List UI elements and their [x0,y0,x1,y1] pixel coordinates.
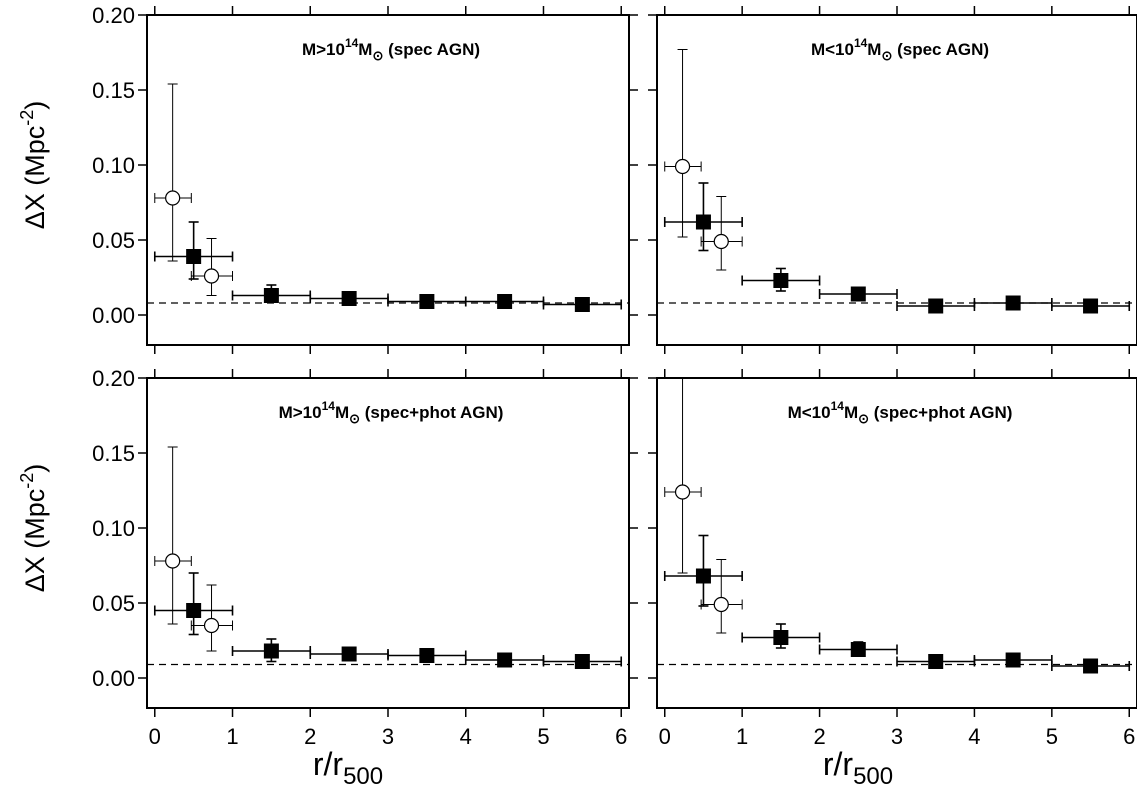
data-point-filled-square [419,294,435,309]
panel-label: M<1014M⊙ (spec+phot AGN) [788,399,1013,426]
data-point-filled-square [1005,652,1021,668]
x-tick-label: 1 [736,724,748,749]
x-tick-label: 2 [813,724,825,749]
data-point-filled-square [773,273,789,288]
data-point-open-circle [713,233,729,250]
data-point-filled-square [341,291,357,306]
data-point-open-circle [713,596,729,613]
y-tick-label: 0.10 [92,516,135,541]
y-tick-label: 0.15 [92,78,135,103]
x-tick-label: 4 [460,724,472,749]
x-tick-label: 2 [304,724,316,749]
y-axis-title-bottom: ΔX (Mpc-2) [17,464,50,593]
x-tick-label: 5 [537,724,549,749]
x-tick-label: 6 [1123,724,1135,749]
y-tick-label: 0.10 [92,153,135,178]
data-point-open-circle [165,553,181,569]
y-axis-title-top: ΔX (Mpc-2) [17,101,50,230]
data-point-filled-square [1083,658,1099,674]
data-point-filled-square [419,648,435,663]
x-tick-label: 5 [1046,724,1058,749]
data-point-open-circle [674,484,691,500]
data-point-open-circle [674,158,691,175]
data-point-filled-square [928,298,944,314]
panels-group: 0.20 0.15 0.10 0.05 0.00 M>1014M⊙ (spec AGN) M… [92,3,1137,749]
data-point-filled-square [574,654,590,669]
data-point-filled-square [574,297,590,312]
data-point-filled-square [341,646,357,662]
panel-label: M<1014M⊙ (spec AGN) [811,36,989,63]
chart-panel-3: 0.20 0.15 0.10 0.05 0.00 0 1 2 3 4 5 6 M>1014M⊙ (spe… [92,366,638,749]
data-point-filled-square [695,214,711,230]
data-point-filled-square [1083,298,1099,314]
data-point-filled-square [263,288,279,303]
y-tick-label: 0.15 [92,441,135,466]
data-point-filled-square [186,603,202,618]
y-tick-label: 0.20 [92,3,135,28]
data-point-filled-square [773,630,789,645]
data-point-filled-square [497,294,513,309]
data-point-filled-square [263,643,279,659]
y-tick-label: 0.05 [92,591,135,616]
chart-panel-4: 0 1 2 3 4 5 6 M<1014M⊙ (spec+phot AGN) [648,369,1137,749]
x-axis-title-right: r/r500 [823,746,893,790]
data-point-filled-square [186,249,202,264]
data-point-open-circle [203,268,220,284]
chart-panel-2: M<1014M⊙ (spec AGN) [648,6,1137,354]
y-tick-label: 0.00 [92,303,135,328]
data-point-filled-square [850,642,866,657]
y-tick-label: 0.05 [92,228,135,253]
data-point-filled-square [928,654,944,669]
data-point-open-circle [165,190,181,206]
y-tick-label: 0.00 [92,666,135,691]
data-point-filled-square [850,286,866,302]
data-point-filled-square [1005,295,1021,311]
x-tick-label: 0 [149,724,161,749]
data-point-open-circle [203,617,220,634]
data-point-filled-square [695,568,711,584]
chart-panel-1: 0.20 0.15 0.10 0.05 0.00 M>1014M⊙ (spec AGN) [92,3,638,354]
data-point-filled-square [497,652,513,668]
x-tick-label: 0 [659,724,671,749]
x-tick-label: 4 [968,724,980,749]
x-tick-label: 3 [891,724,903,749]
y-tick-label: 0.20 [92,366,135,391]
x-tick-label: 1 [226,724,238,749]
x-tick-label: 3 [382,724,394,749]
panel-label: M>1014M⊙ (spec+phot AGN) [279,399,504,426]
x-tick-label: 6 [615,724,627,749]
x-axis-title-left: r/r500 [313,746,383,790]
panel-label: M>1014M⊙ (spec AGN) [302,36,480,63]
